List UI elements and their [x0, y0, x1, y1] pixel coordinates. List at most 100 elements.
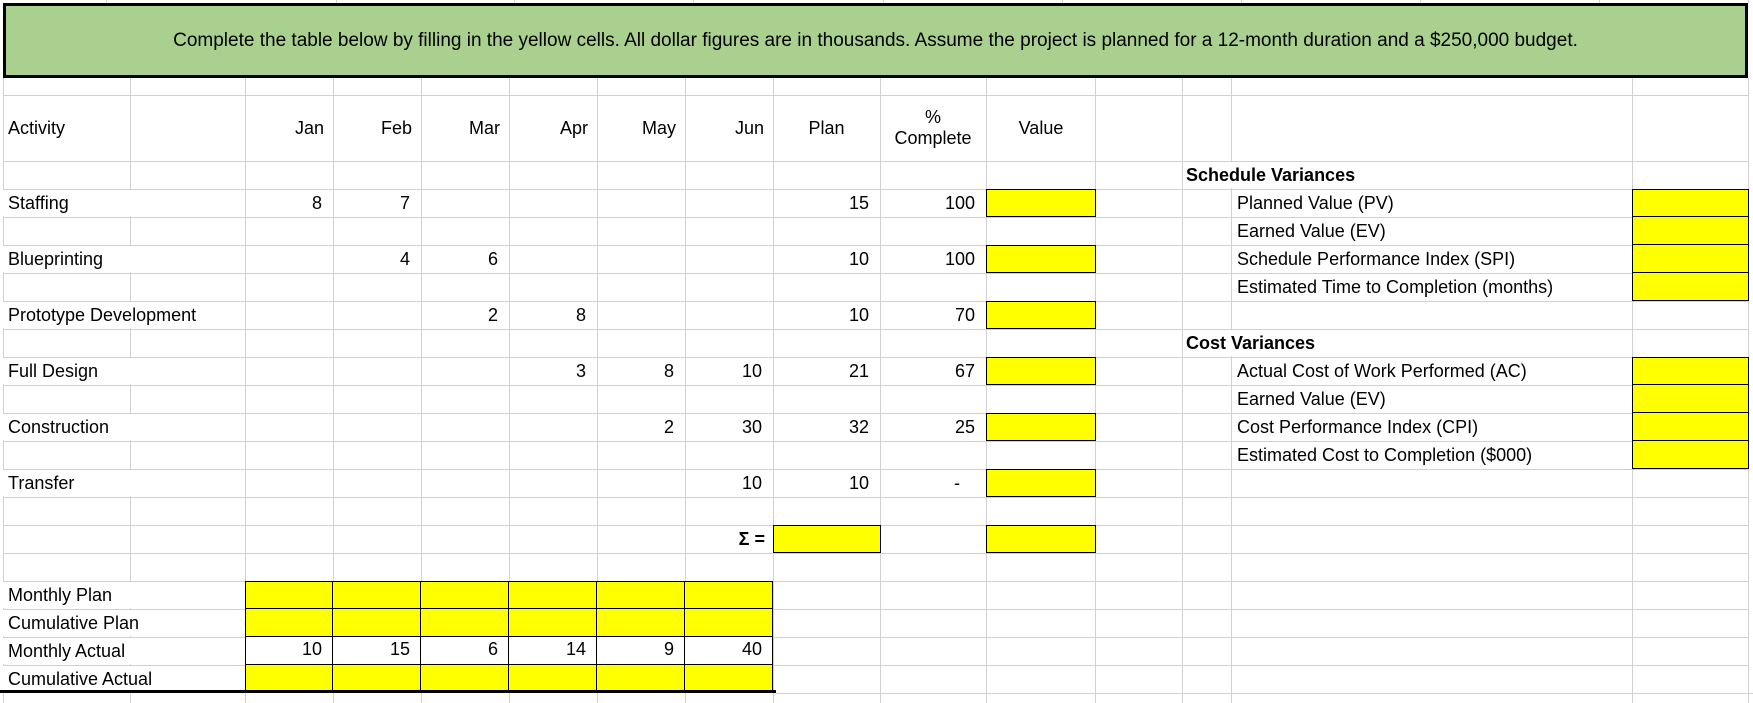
- col-header-jan: Jan: [294, 117, 324, 138]
- gridline: [333, 693, 334, 703]
- input-cell-cumulative-actual-jan[interactable]: [245, 665, 333, 693]
- input-cell-value-construction[interactable]: [986, 413, 1096, 441]
- input-cell-cumulative-plan-jan[interactable]: [245, 609, 333, 637]
- col-header-mar: Mar: [469, 117, 500, 138]
- gridline: [3, 357, 1748, 358]
- cell-monthly-actual-feb: 15: [333, 637, 421, 665]
- gridline: [509, 693, 510, 703]
- input-cell-monthly-plan-jun[interactable]: [685, 581, 773, 609]
- gridline: [3, 497, 1748, 498]
- gridline: [106, 0, 107, 3]
- label-spi: Schedule Performance Index (SPI): [1237, 249, 1516, 269]
- gridline: [1632, 693, 1633, 703]
- gridline: [1748, 0, 1749, 3]
- gridline: [986, 693, 987, 703]
- gridline: [3, 245, 1748, 246]
- label-actual-cost: Actual Cost of Work Performed (AC): [1237, 361, 1527, 381]
- gridline: [880, 693, 881, 703]
- input-cell-monthly-plan-apr[interactable]: [509, 581, 597, 609]
- input-cell-ac[interactable]: [1632, 357, 1749, 385]
- cell-activity-name: Prototype Development: [2, 302, 244, 328]
- gridline: [3, 609, 1748, 610]
- row-label-monthly-actual: Monthly Actual: [2, 638, 244, 664]
- cell-activity-name: Construction: [2, 414, 244, 440]
- cost-variances-title: Cost Variances: [1184, 330, 1414, 356]
- col-header-feb: Feb: [380, 117, 412, 138]
- col-header-value: Value: [1018, 117, 1064, 138]
- input-cell-value-blueprinting[interactable]: [986, 245, 1096, 273]
- gridline: [1241, 0, 1242, 3]
- input-cell-cumulative-plan-jun[interactable]: [685, 609, 773, 637]
- cell-staffing-pct: 100: [944, 193, 975, 213]
- input-cell-cumulative-plan-feb[interactable]: [333, 609, 421, 637]
- gridline: [3, 441, 1748, 442]
- input-cell-etc-months[interactable]: [1632, 273, 1749, 301]
- gridline: [3, 329, 1748, 330]
- gridline: [776, 693, 1753, 694]
- cell-transfer-jun: 10: [741, 473, 762, 493]
- row-label-cumulative-actual: Cumulative Actual: [2, 666, 244, 692]
- input-cell-value-sum[interactable]: [986, 525, 1096, 553]
- input-cell-cumulative-actual-may[interactable]: [597, 665, 685, 693]
- gridline: [130, 693, 131, 703]
- input-cell-value-prototype[interactable]: [986, 301, 1096, 329]
- input-cell-cumulative-actual-feb[interactable]: [333, 665, 421, 693]
- cell-monthly-actual-may: 9: [597, 637, 685, 665]
- input-cell-value-staffing[interactable]: [986, 189, 1096, 217]
- gridline: [773, 693, 774, 703]
- instruction-text: Complete the table below by filling in t…: [173, 29, 1578, 51]
- input-cell-monthly-plan-feb[interactable]: [333, 581, 421, 609]
- input-cell-monthly-plan-jan[interactable]: [245, 581, 333, 609]
- gridline: [3, 161, 1748, 162]
- cell-staffing-feb: 7: [399, 193, 410, 213]
- label-est-time-completion: Estimated Time to Completion (months): [1237, 277, 1554, 297]
- input-cell-pv[interactable]: [1632, 189, 1749, 217]
- gridline: [1182, 693, 1183, 703]
- cell-prototype-mar: 2: [487, 305, 498, 325]
- cell-activity-name: Blueprinting: [2, 246, 244, 272]
- cell-transfer-plan: 10: [848, 473, 869, 493]
- input-cell-spi[interactable]: [1632, 245, 1749, 273]
- cell-construction-may: 2: [663, 417, 674, 437]
- input-cell-cumulative-plan-may[interactable]: [597, 609, 685, 637]
- input-cell-cumulative-plan-mar[interactable]: [421, 609, 509, 637]
- input-cell-cumulative-actual-jun[interactable]: [685, 665, 773, 693]
- schedule-variances-title: Schedule Variances: [1184, 162, 1414, 188]
- gridline: [3, 553, 1748, 554]
- gridline: [336, 0, 337, 3]
- input-cell-value-transfer[interactable]: [986, 469, 1096, 497]
- gridline: [3, 189, 1748, 190]
- input-cell-ev-cost[interactable]: [1632, 385, 1749, 413]
- gridline: [3, 665, 1748, 666]
- label-planned-value: Planned Value (PV): [1237, 193, 1394, 213]
- input-cell-monthly-plan-mar[interactable]: [421, 581, 509, 609]
- input-cell-ecc[interactable]: [1632, 441, 1749, 469]
- gridline: [597, 693, 598, 703]
- cell-construction-pct: 25: [954, 417, 975, 437]
- gridline: [1420, 0, 1421, 3]
- cell-construction-plan: 32: [848, 417, 869, 437]
- cell-prototype-apr: 8: [575, 305, 586, 325]
- cell-fulldesign-apr: 3: [575, 361, 586, 381]
- input-cell-monthly-plan-may[interactable]: [597, 581, 685, 609]
- input-cell-cumulative-plan-apr[interactable]: [509, 609, 597, 637]
- gridline: [3, 637, 1748, 638]
- gridline: [685, 693, 686, 703]
- gridline: [1095, 693, 1096, 703]
- gridline: [3, 217, 1748, 218]
- input-cell-cpi[interactable]: [1632, 413, 1749, 441]
- table-bottom-border: [0, 689, 776, 693]
- input-cell-ev-schedule[interactable]: [1632, 217, 1749, 245]
- row-label-cumulative-plan: Cumulative Plan: [2, 610, 244, 636]
- gridline: [1599, 0, 1600, 3]
- cell-monthly-actual-jun: 40: [685, 637, 773, 665]
- cell-activity-name: Transfer: [2, 470, 244, 496]
- cell-blueprinting-plan: 10: [848, 249, 869, 269]
- label-earned-value-cost: Earned Value (EV): [1237, 389, 1386, 409]
- input-cell-plan-sum[interactable]: [773, 525, 881, 553]
- input-cell-value-fulldesign[interactable]: [986, 357, 1096, 385]
- col-header-may: May: [641, 117, 676, 138]
- instruction-banner: Complete the table below by filling in t…: [3, 3, 1748, 78]
- gridline: [3, 581, 1748, 582]
- gridline: [693, 0, 694, 3]
